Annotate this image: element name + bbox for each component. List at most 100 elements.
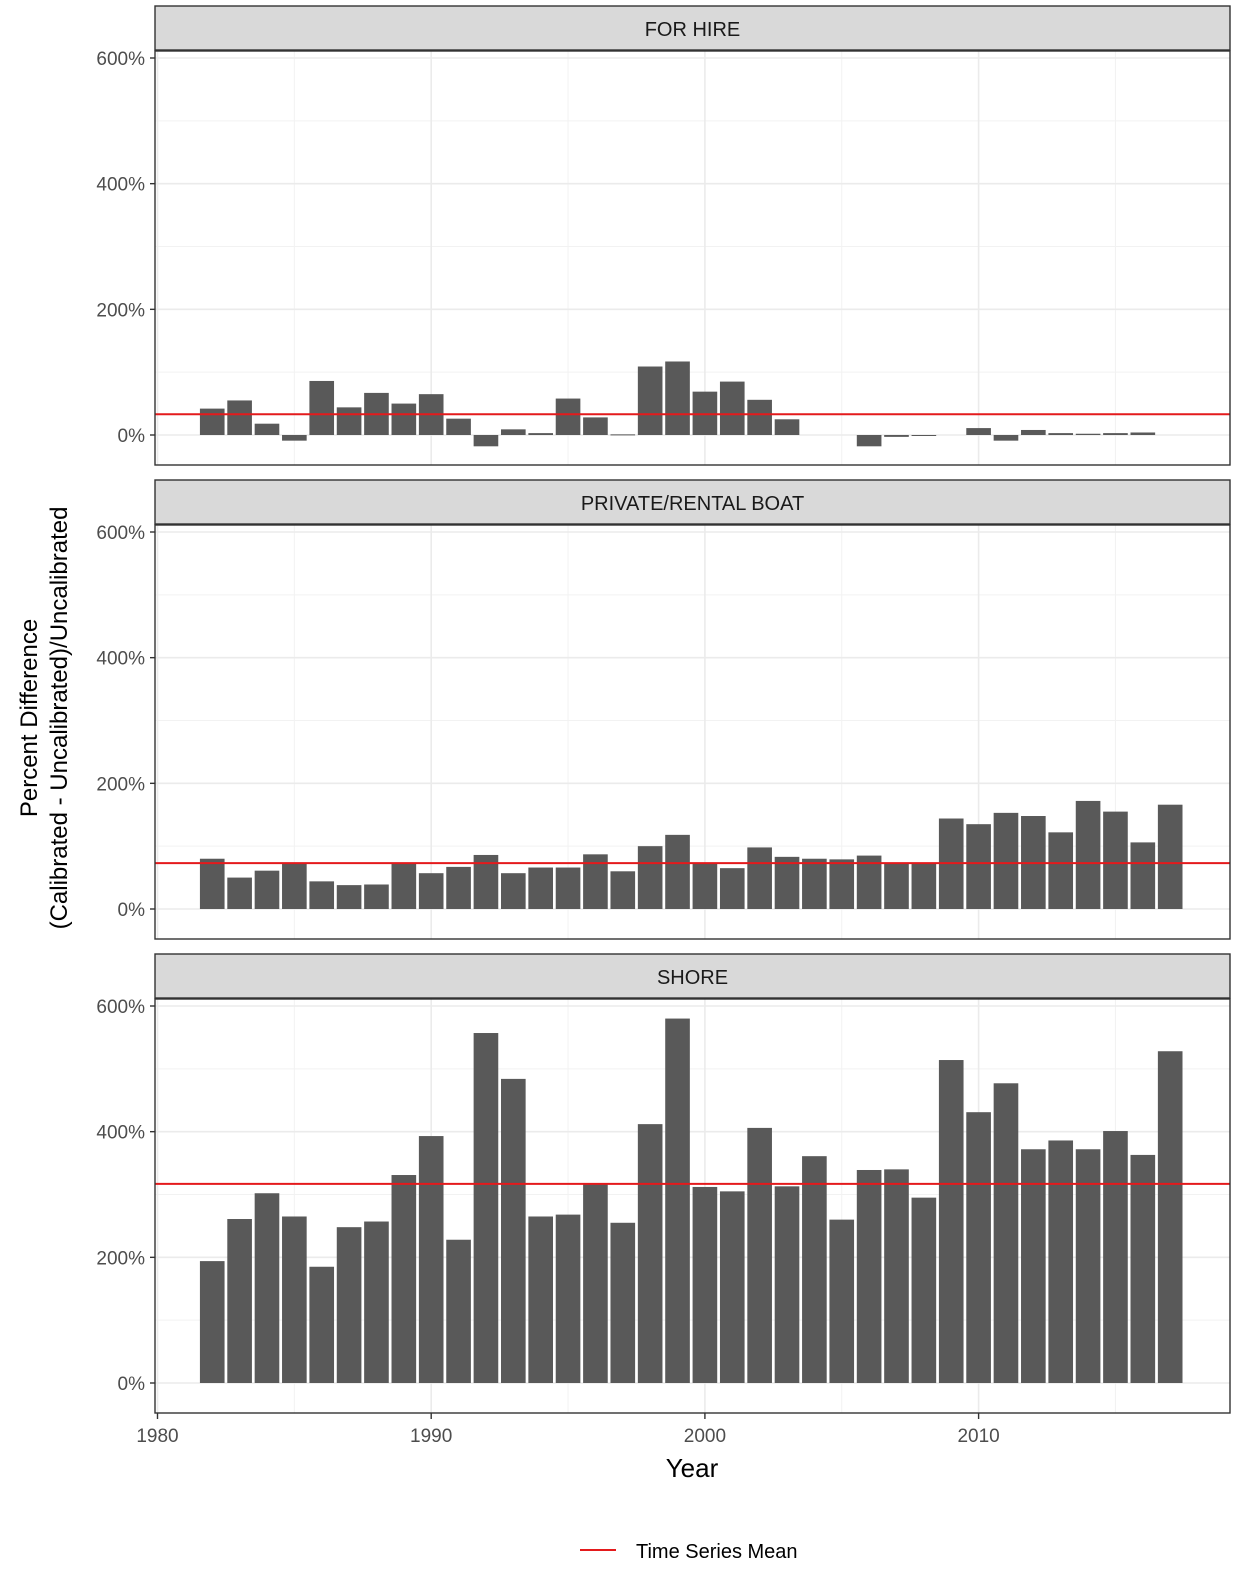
bar (911, 435, 937, 436)
bar (610, 434, 636, 436)
bar (856, 1169, 882, 1383)
bar (911, 863, 937, 909)
bar (692, 863, 718, 909)
facet-strip (154, 953, 1231, 999)
bar (500, 873, 526, 909)
bar (1157, 1051, 1183, 1383)
bar (446, 1239, 471, 1383)
bar (993, 1083, 1019, 1383)
bar (1021, 1149, 1046, 1383)
bar (665, 361, 690, 435)
facet-strip (154, 5, 1231, 51)
panel-border (154, 50, 1231, 466)
bar (473, 435, 499, 447)
bar (309, 881, 335, 909)
y-tick-label: 200% (96, 774, 145, 795)
panel-border (154, 524, 1231, 940)
bar (555, 398, 581, 435)
bar (665, 834, 690, 909)
bar (555, 1214, 581, 1383)
facet-panel-0: FOR HIRE 0% 200% 400% 600% (96, 5, 1231, 466)
bar (774, 1186, 800, 1383)
bar (1048, 433, 1074, 435)
bar (610, 871, 636, 909)
y-tick-label: 0% (118, 1374, 146, 1395)
x-tick-label: 1990 (410, 1426, 452, 1447)
x-tick-label: 2000 (684, 1426, 726, 1447)
y-tick-label: 400% (96, 1123, 145, 1144)
y-tick-label: 0% (118, 426, 146, 447)
bar (1130, 432, 1156, 435)
bar (446, 418, 471, 435)
bar (966, 824, 991, 909)
bar (856, 855, 882, 909)
bar (966, 428, 991, 435)
x-axis: 1980 1990 2000 2010 (136, 1413, 1000, 1447)
bar (336, 407, 362, 435)
bar (938, 1060, 964, 1383)
bar (719, 1191, 745, 1383)
y-tick-label: 0% (118, 900, 146, 921)
bar (829, 859, 855, 909)
facet-panel-2: SHORE 0% 200% 400% 600% (96, 953, 1231, 1414)
bar (774, 419, 800, 435)
legend-label: Time Series Mean (636, 1541, 798, 1563)
bar (500, 1078, 526, 1383)
y-axis-title-line2: (Calibrated - Uncalibrated)/Uncalibrated (46, 507, 73, 930)
y-tick-label: 600% (96, 523, 145, 544)
facet-strip-label: FOR HIRE (645, 19, 741, 41)
bar (1103, 433, 1128, 435)
bar (227, 877, 252, 909)
bar (555, 867, 581, 909)
y-axis-title-line1: Percent Difference (16, 619, 43, 817)
facet-panel-1: PRIVATE/RENTAL BOAT 0% 200% 400% 600% (96, 479, 1231, 940)
bar (1157, 804, 1183, 909)
bar (528, 867, 553, 909)
bar (254, 1193, 280, 1383)
bar (199, 1261, 225, 1383)
bar (254, 423, 280, 435)
bar (911, 1197, 937, 1383)
bar (802, 1156, 827, 1383)
y-tick-label: 400% (96, 649, 145, 670)
panel-background (155, 51, 1230, 465)
bar (282, 435, 307, 441)
bar (637, 1124, 663, 1383)
bar (1130, 842, 1156, 909)
bar (391, 1175, 417, 1383)
bar (473, 1033, 499, 1383)
bar (199, 858, 225, 909)
bar (610, 1222, 636, 1383)
bar (719, 868, 745, 909)
facet-strip-label: PRIVATE/RENTAL BOAT (581, 493, 804, 515)
bar (665, 1018, 690, 1383)
bar (884, 1169, 909, 1383)
x-tick-label: 2010 (957, 1426, 999, 1447)
bar (692, 1186, 718, 1383)
bar (993, 435, 1019, 441)
bar (1021, 429, 1046, 435)
bar (583, 1183, 608, 1383)
bar (774, 856, 800, 909)
y-tick-label: 200% (96, 1248, 145, 1269)
bar (856, 435, 882, 447)
facet-strip (154, 479, 1231, 525)
bar (336, 1227, 362, 1383)
bar (528, 1216, 553, 1383)
bar (1130, 1154, 1156, 1383)
y-tick-label: 600% (96, 49, 145, 70)
bar (1103, 811, 1128, 909)
bar (802, 858, 827, 909)
bar (1103, 1131, 1128, 1383)
bar (364, 1221, 389, 1383)
bar (747, 399, 772, 435)
x-tick-label: 1980 (136, 1426, 178, 1447)
legend: Time Series Mean (580, 1541, 798, 1563)
bar (747, 1127, 772, 1383)
bar (1075, 800, 1101, 909)
bar (418, 873, 444, 909)
bar (227, 400, 252, 435)
bar (364, 884, 389, 909)
